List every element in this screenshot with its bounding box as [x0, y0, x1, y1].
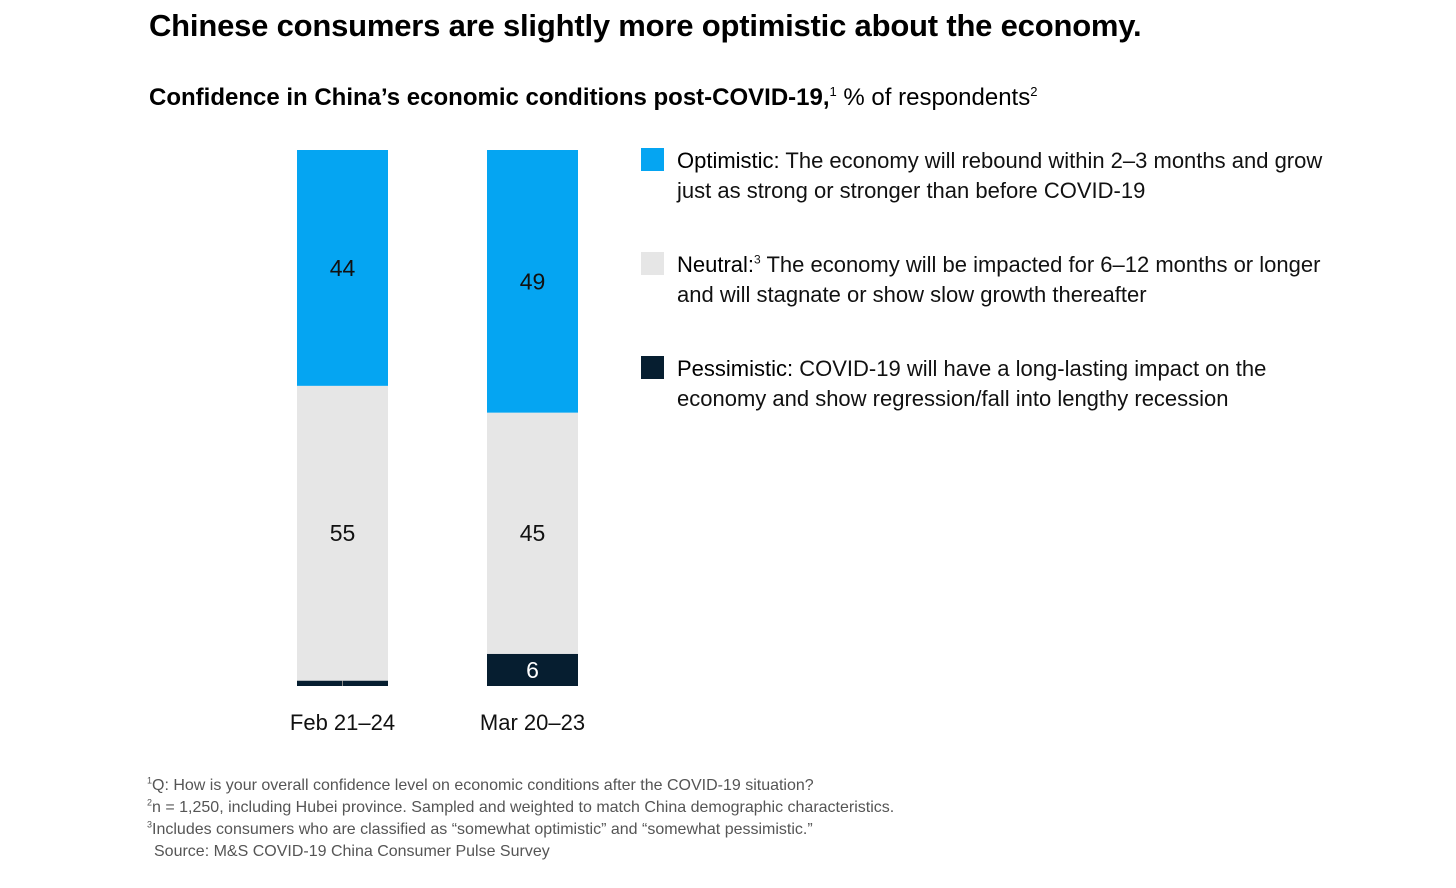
subtitle-unit: % of respondents: [836, 84, 1031, 111]
footnote: 2n = 1,250, including Hubei province. Sa…: [147, 797, 894, 819]
bar-segment-neutral: [487, 412, 578, 654]
data-label-optimistic: 44: [330, 255, 356, 281]
category-label: Feb 21–24: [290, 710, 395, 735]
footnote: 1Q: How is your overall confidence level…: [147, 775, 894, 797]
footnote-text: Q: How is your overall confidence level …: [152, 777, 814, 794]
subtitle-footnote-ref-2: 2: [1030, 84, 1038, 99]
legend-description: The economy will rebound within 2–3 mont…: [677, 148, 1323, 203]
bar-segment-optimistic: [487, 150, 578, 413]
legend-label: Pessimistic:: [677, 356, 794, 381]
bar-segment-pessimistic: [487, 653, 578, 686]
footnote-text: n = 1,250, including Hubei province. Sam…: [152, 799, 895, 816]
legend-label: Neutral:: [677, 252, 755, 277]
footnote-number: 3: [147, 819, 153, 830]
bar-segment-optimistic: [297, 150, 388, 386]
data-label-neutral: 45: [520, 520, 546, 546]
bar-segment-neutral: [297, 385, 388, 681]
footnote-number: 2: [147, 797, 153, 808]
data-label-neutral: 55: [330, 520, 356, 546]
chart-legend: Optimistic: The economy will rebound wit…: [641, 146, 1361, 458]
legend-description: COVID-19 will have a long-lasting impact…: [677, 356, 1267, 411]
legend-swatch-pessimistic: [641, 356, 664, 379]
subtitle-footnote-ref-1: 1: [829, 84, 837, 99]
source-note: Source: M&S COVID-19 China Consumer Puls…: [154, 843, 550, 860]
legend-footnote-ref: 3: [754, 252, 761, 267]
footnotes: 1Q: How is your overall confidence level…: [147, 775, 894, 863]
category-label: Mar 20–23: [480, 710, 585, 735]
legend-swatch-optimistic: [641, 148, 664, 171]
footnote-text: Includes consumers who are classified as…: [152, 821, 813, 838]
footnote-number: 1: [147, 775, 153, 786]
data-label-optimistic: 49: [520, 268, 546, 294]
legend-label: Optimistic:: [677, 148, 780, 173]
chart-title: Chinese consumers are slightly more opti…: [149, 8, 1142, 43]
legend-swatch-neutral: [641, 252, 664, 275]
footnote: 3Includes consumers who are classified a…: [147, 819, 894, 841]
chart-subtitle: Confidence in China’s economic condition…: [149, 84, 1037, 112]
legend-item-pessimistic: Pessimistic: COVID-19 will have a long-l…: [641, 354, 1361, 414]
legend-item-optimistic: Optimistic: The economy will rebound wit…: [641, 146, 1361, 206]
legend-description: The economy will be impacted for 6–12 mo…: [677, 252, 1321, 307]
legend-item-neutral: Neutral:3 The economy will be impacted f…: [641, 250, 1361, 310]
data-label-pessimistic: 6: [526, 657, 539, 683]
subtitle-main: Confidence in China’s economic condition…: [149, 84, 830, 111]
